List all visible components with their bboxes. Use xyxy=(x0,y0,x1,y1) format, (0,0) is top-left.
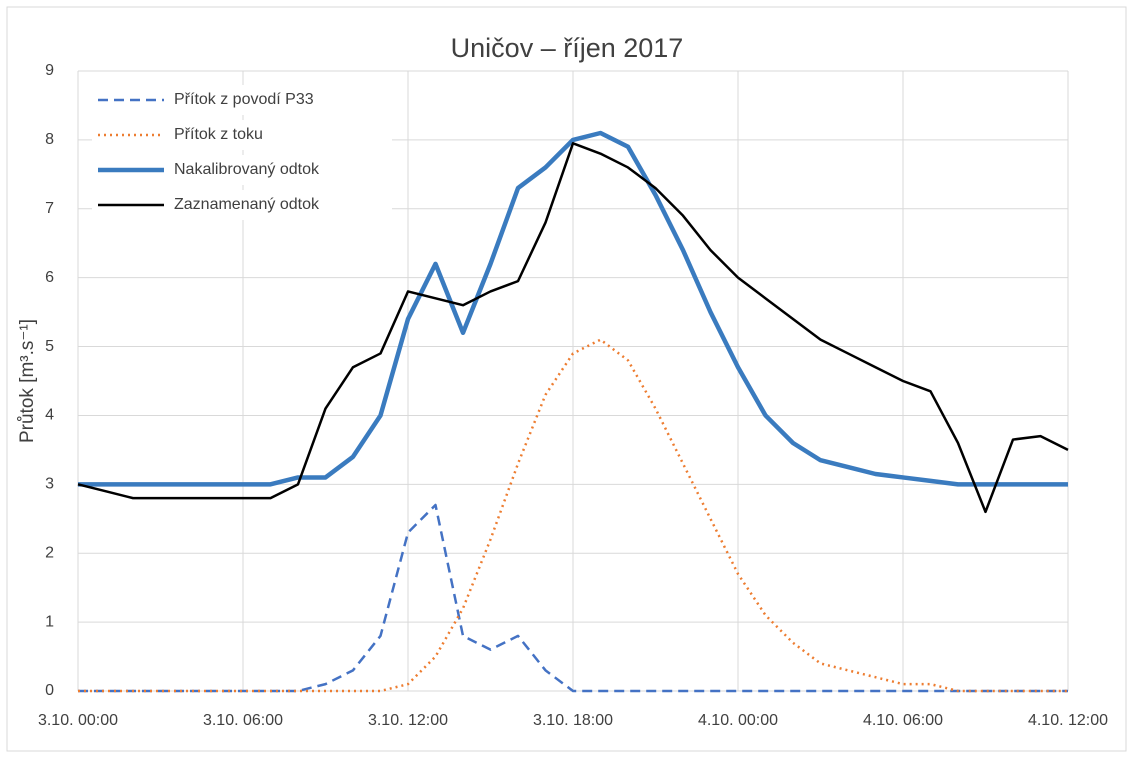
series-line xyxy=(78,130,1068,487)
y-tick-label: 9 xyxy=(45,62,54,79)
series-line xyxy=(78,338,1068,693)
legend-label: Nakalibrovaný odtok xyxy=(174,161,320,178)
x-tick-label: 4.10. 12:00 xyxy=(1028,712,1108,729)
legend-bg xyxy=(92,85,392,115)
x-tick-label: 3.10. 06:00 xyxy=(203,712,283,729)
series-line xyxy=(77,142,1069,514)
x-tick-label: 4.10. 06:00 xyxy=(863,712,943,729)
y-tick-label: 8 xyxy=(45,131,54,148)
chart-title: Uničov – říjen 2017 xyxy=(451,33,684,63)
x-tick-label: 3.10. 00:00 xyxy=(38,712,118,729)
y-tick-label: 7 xyxy=(45,200,54,217)
y-tick-label: 0 xyxy=(45,682,54,699)
legend-label: Zaznamenaný odtok xyxy=(174,196,320,213)
x-tick-label: 3.10. 12:00 xyxy=(368,712,448,729)
y-tick-label: 5 xyxy=(45,338,54,355)
x-tick-label: 4.10. 00:00 xyxy=(698,712,778,729)
y-tick-label: 1 xyxy=(45,613,54,630)
legend-label: Přítok z povodí P33 xyxy=(174,91,314,108)
y-tick-label: 2 xyxy=(45,544,54,561)
y-tick-label: 4 xyxy=(45,407,54,424)
series-line xyxy=(78,503,1068,693)
y-tick-label: 3 xyxy=(45,476,54,493)
legend-label: Přítok z toku xyxy=(174,126,263,143)
y-axis-label: Průtok [m³.s⁻¹] xyxy=(17,319,38,443)
x-tick-label: 3.10. 18:00 xyxy=(533,712,613,729)
y-tick-label: 6 xyxy=(45,269,54,286)
chart-frame xyxy=(6,6,1127,752)
